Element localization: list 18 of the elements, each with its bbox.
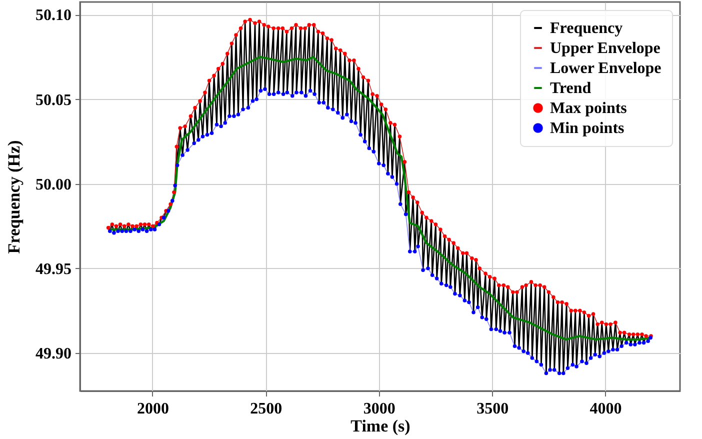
x-tick-label: 2000	[136, 400, 169, 418]
legend-label: Max points	[550, 100, 627, 117]
x-axis-title: Time (s)	[350, 416, 410, 436]
legend-label: Min points	[550, 120, 624, 137]
legend-label: Frequency	[550, 20, 623, 37]
x-tick-label: 3500	[476, 400, 509, 418]
x-tick-label: 4000	[590, 400, 622, 418]
y-tick-label: 49.95	[36, 260, 72, 278]
y-tick-label: 50.05	[36, 92, 72, 109]
x-tick-label: 2500	[250, 400, 282, 418]
legend-label: Upper Envelope	[550, 40, 660, 57]
legend-label: Lower Envelope	[550, 60, 662, 77]
y-tick-label: 50.10	[36, 7, 72, 24]
x-tick-label: 3000	[363, 400, 396, 418]
y-tick-label: 49.90	[36, 345, 72, 362]
legend-label: Trend	[550, 80, 592, 97]
y-tick-label: 50.00	[36, 176, 72, 194]
y-axis-title: Frequency (Hz)	[4, 140, 24, 254]
